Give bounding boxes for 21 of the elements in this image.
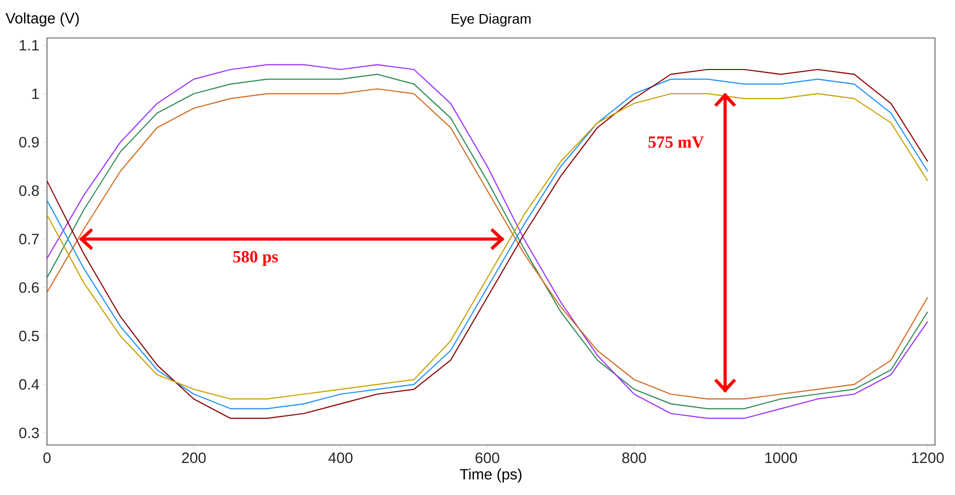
y-tick-label: 0.7 [19, 234, 39, 244]
y-tick-label: 1 [32, 88, 39, 99]
x-tick-label: 800 [622, 452, 646, 464]
x-axis-title: Time (ps) [460, 468, 522, 482]
chart-title: Eye Diagram [452, 13, 531, 27]
y-tick-label: 0.3 [19, 428, 39, 438]
y-tick-label: 1.1 [20, 40, 39, 50]
x-tick-label: 1000 [765, 452, 797, 464]
y-tick-label: 0.8 [19, 185, 39, 196]
y-axis-title: Voltage (V) [6, 12, 79, 26]
y-tick-label: 0.9 [19, 136, 39, 148]
y-tick-label: 0.6 [19, 282, 39, 293]
x-tick-label: 1200 [912, 452, 944, 464]
x-tick-label: 200 [182, 452, 206, 464]
x-tick-label: 0 [43, 452, 51, 464]
y-tick-label: 0.4 [19, 379, 40, 390]
annotation: 575 mV [648, 136, 704, 148]
x-tick-label: 400 [328, 452, 352, 464]
y-tick-label: 0.5 [19, 330, 39, 342]
x-tick-label: 600 [476, 452, 500, 464]
annotation: 580 ps [233, 250, 278, 266]
